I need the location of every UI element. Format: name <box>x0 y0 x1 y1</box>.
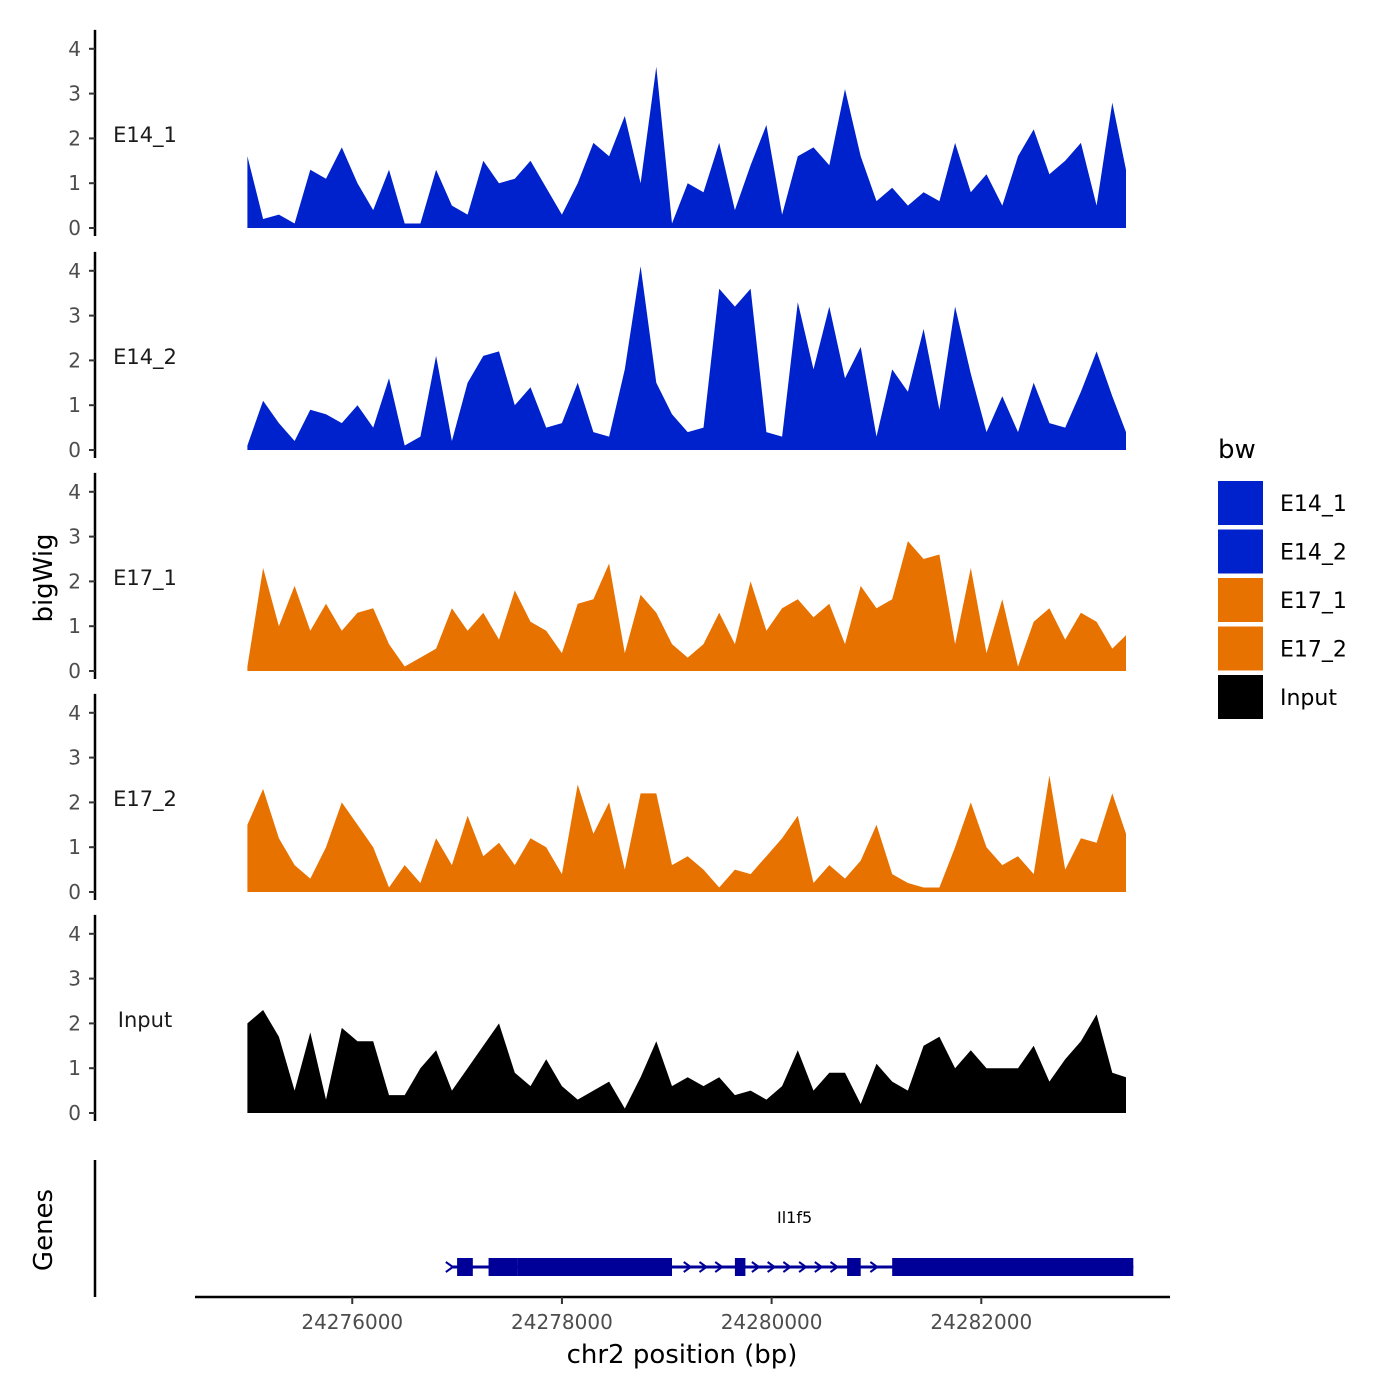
track-e17-1: 0 1 2 3 4 E17_1 <box>68 472 1126 683</box>
legend-label: E17_1 <box>1280 589 1347 614</box>
signal-area-e14-2 <box>247 266 1126 450</box>
y-tick-label: 4 <box>68 259 81 283</box>
gene-exon <box>457 1258 473 1276</box>
y-tick-label: 2 <box>68 790 81 814</box>
strand-arrow <box>829 1261 840 1273</box>
y-tick-label: 2 <box>68 348 81 372</box>
y-tick-label: 0 <box>68 438 81 462</box>
strand-arrow <box>814 1261 824 1273</box>
strand-arrow <box>751 1261 761 1273</box>
y-tick-label: 1 <box>68 1056 81 1080</box>
gene-exon <box>847 1258 861 1276</box>
y-tick-label: 1 <box>68 171 81 195</box>
legend-key-e17-1 <box>1218 578 1263 622</box>
strand-arrow <box>782 1261 793 1273</box>
legend-label: E14_1 <box>1280 492 1347 517</box>
y-axis-title: bigWig <box>29 533 59 622</box>
genes-axis-title: Genes <box>29 1189 59 1271</box>
track-label: Input <box>118 1008 172 1032</box>
y-tick-label: 3 <box>68 304 81 328</box>
gene-exon <box>488 1258 518 1276</box>
gene-exon <box>892 1258 1134 1276</box>
y-tick-label: 1 <box>68 393 81 417</box>
y-tick-label: 3 <box>68 525 81 549</box>
strand-arrow <box>445 1261 455 1273</box>
y-tick-label: 4 <box>68 37 81 61</box>
gene-exon <box>734 1258 746 1276</box>
legend-label: E17_2 <box>1280 638 1347 663</box>
legend-label: E14_2 <box>1280 541 1347 566</box>
track-e14-2: 0 1 2 3 4 E14_2 <box>68 251 1126 462</box>
track-label: E14_2 <box>113 345 177 370</box>
y-tick-label: 3 <box>68 967 81 991</box>
y-tick-label: 3 <box>68 746 81 770</box>
y-tick-label: 0 <box>68 880 81 904</box>
legend-key-e17-2 <box>1218 626 1263 671</box>
x-tick-label: 24282000 <box>930 1310 1032 1334</box>
signal-area-e17-2 <box>247 775 1126 892</box>
legend-key-e14-1 <box>1218 481 1263 525</box>
strand-arrow <box>767 1261 777 1273</box>
legend: bw E14_1 E14_2 E17_1 E17_2 Input <box>1218 435 1347 719</box>
y-tick-label: 1 <box>68 835 81 859</box>
x-axis-title: chr2 position (bp) <box>567 1340 798 1370</box>
x-tick-label: 24278000 <box>511 1310 613 1334</box>
y-tick-label: 2 <box>68 126 81 150</box>
strand-arrow <box>698 1261 709 1273</box>
strand-arrow <box>714 1261 724 1273</box>
y-tick-label: 0 <box>68 1101 81 1125</box>
legend-label: Input <box>1280 686 1337 711</box>
track-e14-1: 0 1 2 3 4 E14_1 <box>68 29 1126 240</box>
y-tick-label: 2 <box>68 1011 81 1035</box>
signal-tracks: 0 1 2 3 4 E14_1 0 1 2 3 4 E14_2 0 1 2 3 4 E17_1 0 1 2 3 4 E17_2… <box>68 29 1126 1125</box>
gene-exon <box>517 1258 673 1276</box>
signal-area-e17-1 <box>247 541 1126 671</box>
y-tick-label: 3 <box>68 82 81 106</box>
legend-title: bw <box>1218 435 1256 465</box>
y-tick-label: 0 <box>68 216 81 240</box>
strand-arrow <box>683 1261 693 1273</box>
gene-il1f5: Il1f5 <box>445 1208 1134 1276</box>
legend-key-input <box>1218 675 1263 719</box>
y-tick-label: 4 <box>68 922 81 946</box>
genes-panel: Il1f5 <box>93 1160 1134 1297</box>
y-tick-label: 1 <box>68 614 81 638</box>
y-tick-label: 2 <box>68 569 81 593</box>
y-tick-label: 4 <box>68 701 81 725</box>
y-tick-label: 0 <box>68 659 81 683</box>
x-axis: 24276000 24278000 24280000 24282000 <box>195 1295 1170 1334</box>
track-label: E17_2 <box>113 787 177 812</box>
track-label: E14_1 <box>113 123 177 148</box>
y-tick-label: 4 <box>68 480 81 504</box>
track-input: 0 1 2 3 4 Input <box>68 914 1126 1125</box>
track-label: E17_1 <box>113 566 177 591</box>
track-e17-2: 0 1 2 3 4 E17_2 <box>68 693 1126 904</box>
signal-area-input <box>247 1010 1126 1113</box>
x-tick-label: 24276000 <box>301 1310 403 1334</box>
gene-label: Il1f5 <box>777 1208 812 1227</box>
x-tick-label: 24280000 <box>721 1310 823 1334</box>
strand-arrow <box>798 1261 808 1273</box>
legend-key-e14-2 <box>1218 529 1263 574</box>
strand-arrow <box>869 1261 880 1273</box>
signal-area-e14-1 <box>247 66 1126 228</box>
